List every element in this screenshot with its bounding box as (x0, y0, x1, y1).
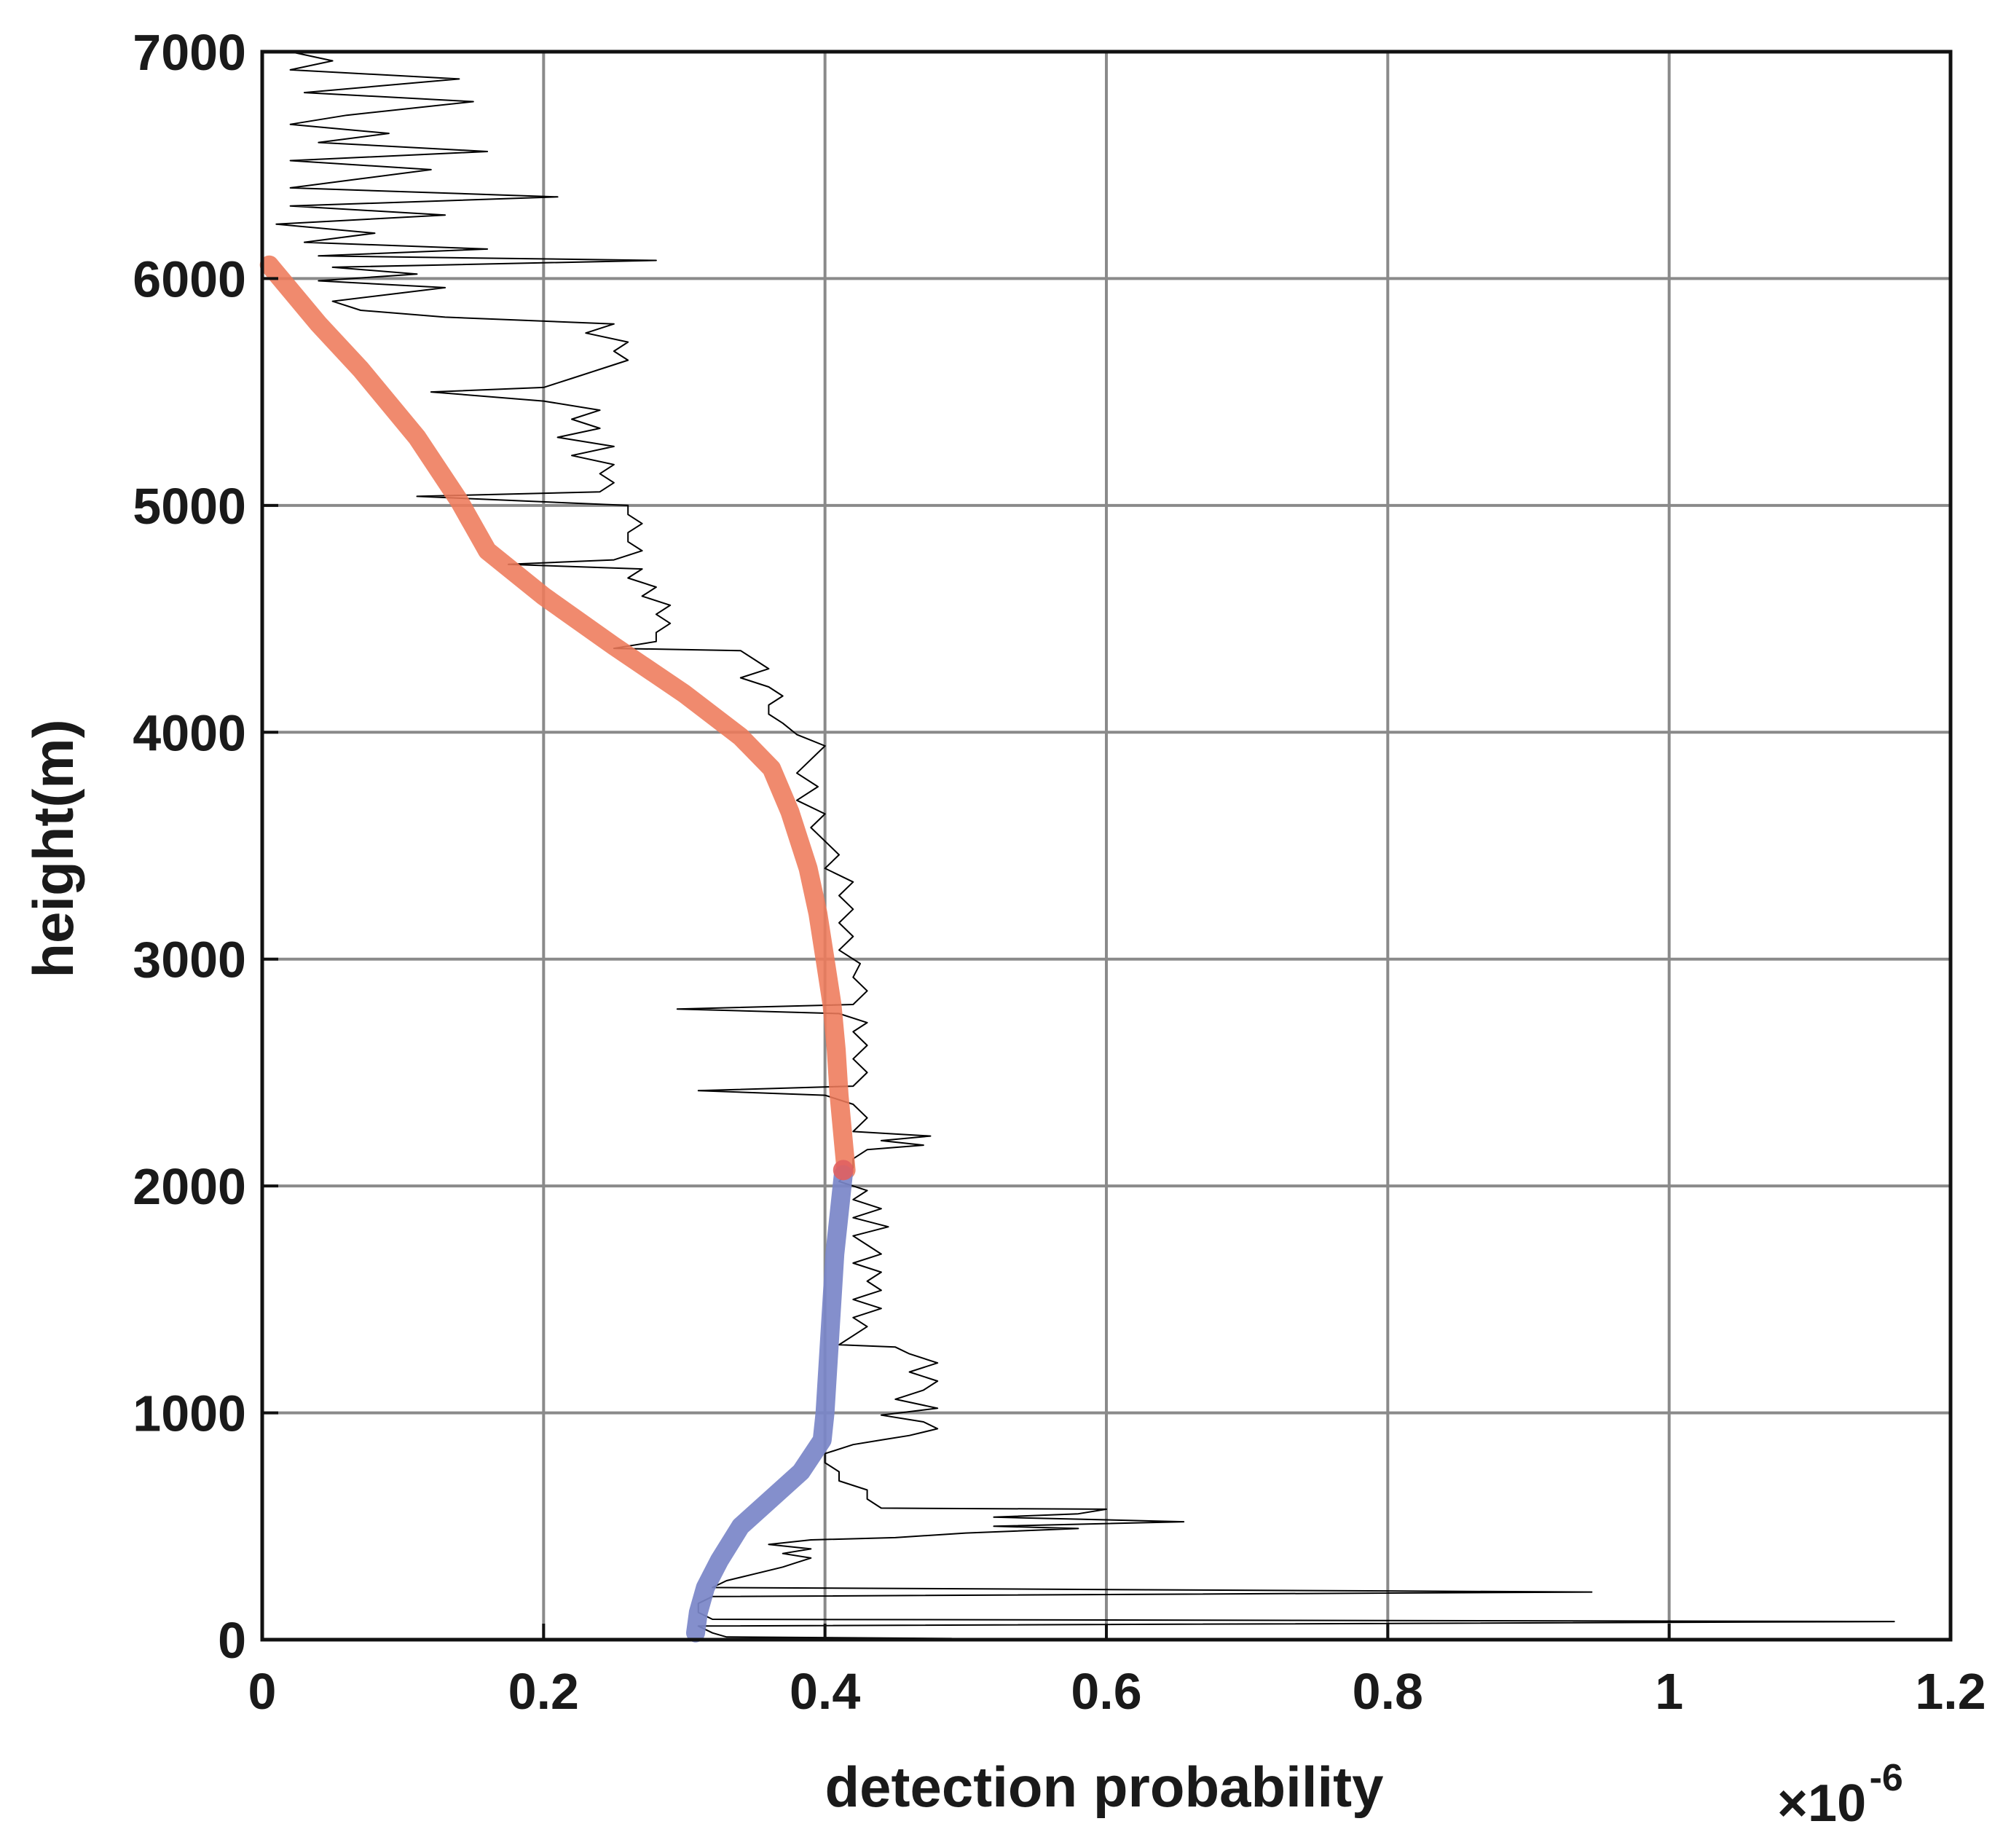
y-tick-label: 1000 (133, 1385, 246, 1442)
y-tick-label: 5000 (133, 478, 246, 535)
series-line-0 (275, 51, 1895, 1640)
y-tick-label: 3000 (133, 932, 246, 988)
x-axis-exponent: ×10 -6 (1777, 1757, 1903, 1833)
series-line-1 (259, 255, 856, 1180)
y-tick-label: 6000 (133, 251, 246, 307)
x-tick-label: 0.2 (508, 1663, 579, 1720)
data-series (259, 51, 1895, 1643)
x-tick-label: 0 (248, 1663, 277, 1720)
x-tick-label: 1 (1655, 1663, 1683, 1720)
series-line-2 (686, 1165, 853, 1643)
y-tick-label: 2000 (133, 1158, 246, 1215)
y-tick-label: 7000 (133, 24, 246, 81)
x-tick-label: 0.4 (790, 1663, 860, 1720)
x-axis-exponent-power: -6 (1870, 1757, 1903, 1799)
tick-labels: 0 0.2 0.4 0.6 0.8 1 1.2 0 1000 2000 3000 4000 5000 60… (133, 24, 1986, 1720)
x-axis-label: detection probability (825, 1755, 1383, 1819)
y-tick-label: 4000 (133, 704, 246, 761)
y-axis-label: height(m) (21, 719, 85, 978)
series-junction-marker (833, 1160, 854, 1181)
x-tick-label: 0.8 (1353, 1663, 1423, 1720)
y-tick-label: 0 (218, 1612, 246, 1669)
x-tick-label: 1.2 (1915, 1663, 1986, 1720)
x-tick-label: 0.6 (1071, 1663, 1141, 1720)
x-axis-exponent-base: ×10 (1777, 1774, 1866, 1833)
